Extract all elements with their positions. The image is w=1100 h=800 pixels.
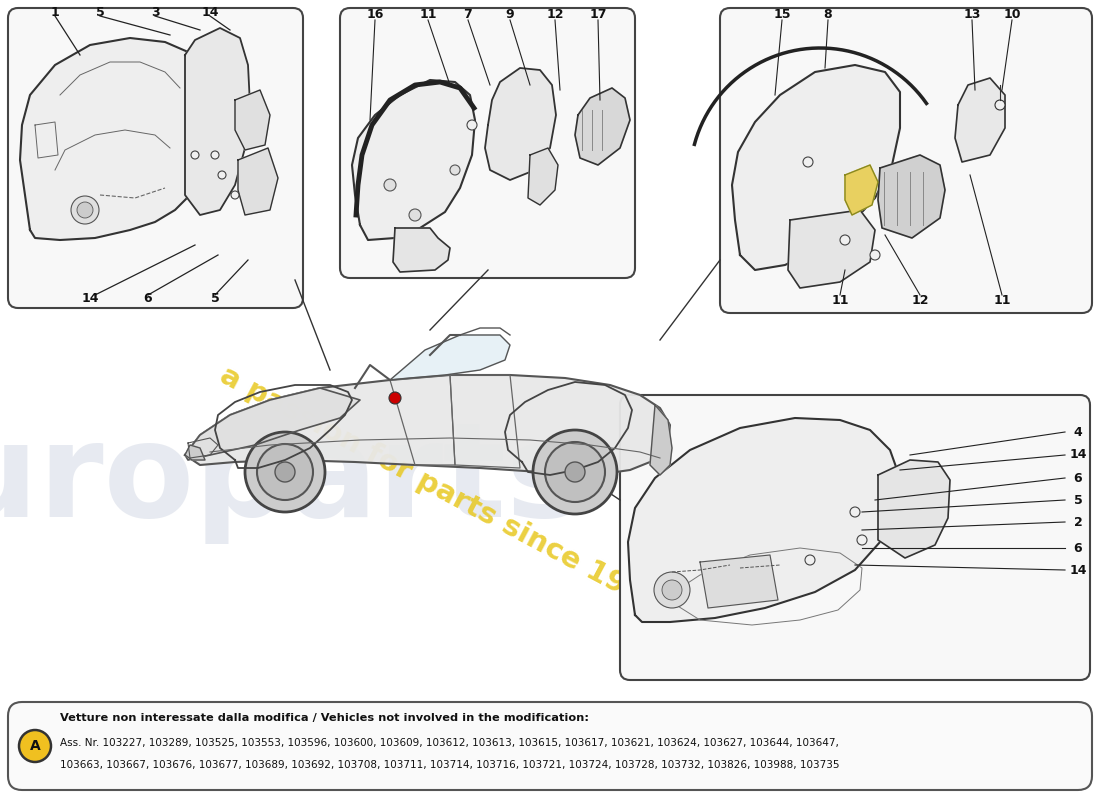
Text: 12: 12 (547, 7, 563, 21)
Polygon shape (788, 210, 875, 288)
Text: 9: 9 (506, 7, 515, 21)
Circle shape (996, 100, 1005, 110)
Text: a passion for parts since 1986: a passion for parts since 1986 (214, 362, 666, 618)
Text: 2: 2 (1074, 515, 1082, 529)
Polygon shape (650, 405, 672, 475)
Circle shape (857, 535, 867, 545)
Text: 11: 11 (832, 294, 849, 306)
Text: 6: 6 (1074, 471, 1082, 485)
Text: 103663, 103667, 103676, 103677, 103689, 103692, 103708, 103711, 103714, 103716, : 103663, 103667, 103676, 103677, 103689, … (60, 760, 839, 770)
Text: Vetture non interessate dalla modifica / Vehicles not involved in the modificati: Vetture non interessate dalla modifica /… (60, 713, 588, 723)
Text: 14: 14 (1069, 563, 1087, 577)
Polygon shape (235, 90, 270, 150)
Text: 16: 16 (366, 7, 384, 21)
Text: 1: 1 (51, 6, 59, 19)
Circle shape (231, 191, 239, 199)
Polygon shape (878, 155, 945, 238)
Text: 11: 11 (419, 7, 437, 21)
Text: europarts: europarts (0, 417, 585, 543)
Polygon shape (528, 148, 558, 205)
Polygon shape (485, 68, 556, 180)
Polygon shape (845, 165, 878, 215)
Circle shape (409, 209, 421, 221)
Circle shape (534, 430, 617, 514)
Polygon shape (628, 418, 900, 622)
Polygon shape (393, 228, 450, 272)
Circle shape (384, 179, 396, 191)
Polygon shape (878, 460, 950, 558)
Polygon shape (700, 555, 778, 608)
Circle shape (450, 165, 460, 175)
Circle shape (654, 572, 690, 608)
Polygon shape (352, 80, 475, 240)
Circle shape (245, 432, 324, 512)
FancyBboxPatch shape (8, 8, 302, 308)
Circle shape (72, 196, 99, 224)
Circle shape (544, 442, 605, 502)
Text: 13: 13 (964, 7, 981, 21)
Text: 12: 12 (911, 294, 928, 306)
Circle shape (805, 555, 815, 565)
Text: 5: 5 (1074, 494, 1082, 506)
Polygon shape (20, 38, 226, 240)
Polygon shape (185, 388, 360, 460)
Circle shape (257, 444, 314, 500)
Text: A: A (30, 739, 41, 753)
Text: 5: 5 (96, 6, 104, 19)
Circle shape (840, 235, 850, 245)
Circle shape (803, 157, 813, 167)
Text: 5: 5 (210, 291, 219, 305)
Circle shape (77, 202, 94, 218)
FancyBboxPatch shape (340, 8, 635, 278)
Circle shape (662, 580, 682, 600)
Text: 6: 6 (144, 291, 152, 305)
Polygon shape (238, 148, 278, 215)
Circle shape (218, 171, 226, 179)
Polygon shape (732, 65, 900, 270)
Text: 7: 7 (463, 7, 472, 21)
Polygon shape (185, 28, 250, 215)
Circle shape (19, 730, 51, 762)
Polygon shape (390, 335, 510, 380)
Text: Ass. Nr. 103227, 103289, 103525, 103553, 103596, 103600, 103609, 103612, 103613,: Ass. Nr. 103227, 103289, 103525, 103553,… (60, 738, 839, 748)
Circle shape (565, 462, 585, 482)
Circle shape (850, 507, 860, 517)
Circle shape (468, 120, 477, 130)
Text: 6: 6 (1074, 542, 1082, 554)
Polygon shape (955, 78, 1005, 162)
Circle shape (211, 151, 219, 159)
Text: 17: 17 (590, 7, 607, 21)
Text: 3: 3 (151, 6, 160, 19)
Polygon shape (185, 375, 670, 475)
Polygon shape (185, 445, 205, 460)
Text: 14: 14 (1069, 449, 1087, 462)
Text: 15: 15 (773, 7, 791, 21)
FancyBboxPatch shape (620, 395, 1090, 680)
Text: 11: 11 (993, 294, 1011, 306)
Circle shape (191, 151, 199, 159)
Circle shape (389, 392, 402, 404)
Polygon shape (575, 88, 630, 165)
Text: 8: 8 (824, 7, 833, 21)
FancyBboxPatch shape (8, 702, 1092, 790)
Text: 10: 10 (1003, 7, 1021, 21)
Text: 14: 14 (81, 291, 99, 305)
Text: 14: 14 (201, 6, 219, 19)
FancyBboxPatch shape (720, 8, 1092, 313)
Text: 4: 4 (1074, 426, 1082, 438)
Circle shape (275, 462, 295, 482)
Circle shape (870, 250, 880, 260)
